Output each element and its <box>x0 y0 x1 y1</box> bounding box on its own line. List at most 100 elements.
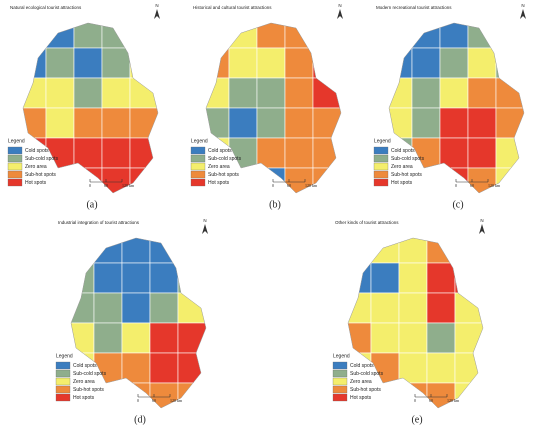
legend-label: Sub-hot spots <box>73 387 104 393</box>
scale-label: 120 km <box>447 398 460 403</box>
map-region <box>71 292 95 324</box>
legend-title: Legend <box>374 138 391 144</box>
map-region <box>348 238 372 264</box>
panel-label: (b) <box>269 199 281 210</box>
map-region <box>23 77 47 109</box>
map-region <box>284 137 314 169</box>
panel-title: Industrial integration of tourist attrac… <box>58 220 140 225</box>
legend-label: Sub-cold spots <box>391 156 425 162</box>
map-region <box>73 23 103 49</box>
map-region <box>312 137 341 169</box>
legend-swatch <box>190 162 206 171</box>
map-region <box>73 77 103 109</box>
map-region <box>206 77 230 109</box>
map-region <box>411 47 441 79</box>
map-region <box>228 137 258 169</box>
legend-label: Zero area <box>350 379 372 385</box>
map-region <box>228 77 258 109</box>
map-region <box>389 23 413 49</box>
scale-label: 0 <box>414 398 416 403</box>
map-region <box>495 77 524 109</box>
map-region <box>129 77 158 109</box>
legend-swatch <box>373 146 389 155</box>
map-region <box>93 352 123 384</box>
legend-swatch <box>7 146 23 155</box>
scale-label: 60 <box>104 183 108 188</box>
map-region <box>129 47 158 79</box>
legend-swatch <box>55 369 71 378</box>
panel-label: (e) <box>411 414 422 425</box>
legend-swatch <box>55 393 71 402</box>
legend-swatch <box>190 146 206 155</box>
legend-label: Zero area <box>208 164 230 170</box>
map-outline <box>22 22 159 194</box>
map-region <box>495 167 524 193</box>
map-region <box>398 238 428 264</box>
north-arrow <box>202 224 208 234</box>
legend-title: Legend <box>333 353 350 359</box>
map-region <box>426 322 456 354</box>
map-region <box>73 137 103 169</box>
legend-label: Sub-cold spots <box>208 156 242 162</box>
map-region <box>312 77 341 109</box>
legend-swatch <box>332 361 348 370</box>
map-region <box>348 262 372 294</box>
map-region <box>177 322 206 354</box>
map-region <box>370 292 400 324</box>
map-region <box>454 382 483 408</box>
legend-swatch <box>332 385 348 394</box>
legend-title: Legend <box>191 138 208 144</box>
legend-label: Sub-hot spots <box>208 172 239 178</box>
map-region <box>149 352 179 384</box>
map-region <box>228 107 258 139</box>
map-region <box>256 47 286 79</box>
legend-swatch <box>373 170 389 179</box>
legend-swatch <box>332 393 348 402</box>
map-region <box>389 47 413 79</box>
map-region <box>121 292 151 324</box>
scale-label: 60 <box>287 183 291 188</box>
map-region <box>45 47 75 79</box>
legend-swatch <box>7 162 23 171</box>
scale-label: 60 <box>152 398 156 403</box>
map-region <box>439 107 469 139</box>
north-label: N <box>521 3 524 8</box>
legend-label: Hot spots <box>350 395 372 401</box>
map-region <box>284 77 314 109</box>
panel-label: (d) <box>134 414 146 425</box>
map-region <box>177 292 206 324</box>
map-region <box>206 47 230 79</box>
map-region <box>129 167 158 193</box>
map-region <box>121 352 151 384</box>
map-region <box>454 352 483 384</box>
north-label: N <box>155 3 158 8</box>
map-region <box>370 238 400 264</box>
map-region <box>121 262 151 294</box>
map-region <box>389 107 413 139</box>
map-region <box>101 77 131 109</box>
legend-label: Zero area <box>25 164 47 170</box>
scale-label: 120 km <box>122 183 135 188</box>
map-region <box>439 137 469 169</box>
legend-label: Hot spots <box>73 395 95 401</box>
map-region <box>439 77 469 109</box>
map-region <box>149 322 179 354</box>
legend-swatch <box>190 154 206 163</box>
legend-swatch <box>373 178 389 187</box>
legend-label: Zero area <box>73 379 95 385</box>
map-region <box>467 77 497 109</box>
map-region <box>312 23 341 49</box>
north-arrow <box>479 224 485 234</box>
map-region <box>495 23 524 49</box>
legend-label: Sub-cold spots <box>73 371 107 377</box>
panel-label: (c) <box>452 199 463 210</box>
legend-swatch <box>332 369 348 378</box>
panel: Natural ecological tourist attractions N L… <box>7 3 160 210</box>
map-region <box>71 238 95 264</box>
legend-swatch <box>7 154 23 163</box>
map-region <box>45 23 75 49</box>
panel-title: Modern recreational tourist attractions <box>376 5 452 10</box>
map-region <box>284 47 314 79</box>
scale-label: 0 <box>137 398 139 403</box>
